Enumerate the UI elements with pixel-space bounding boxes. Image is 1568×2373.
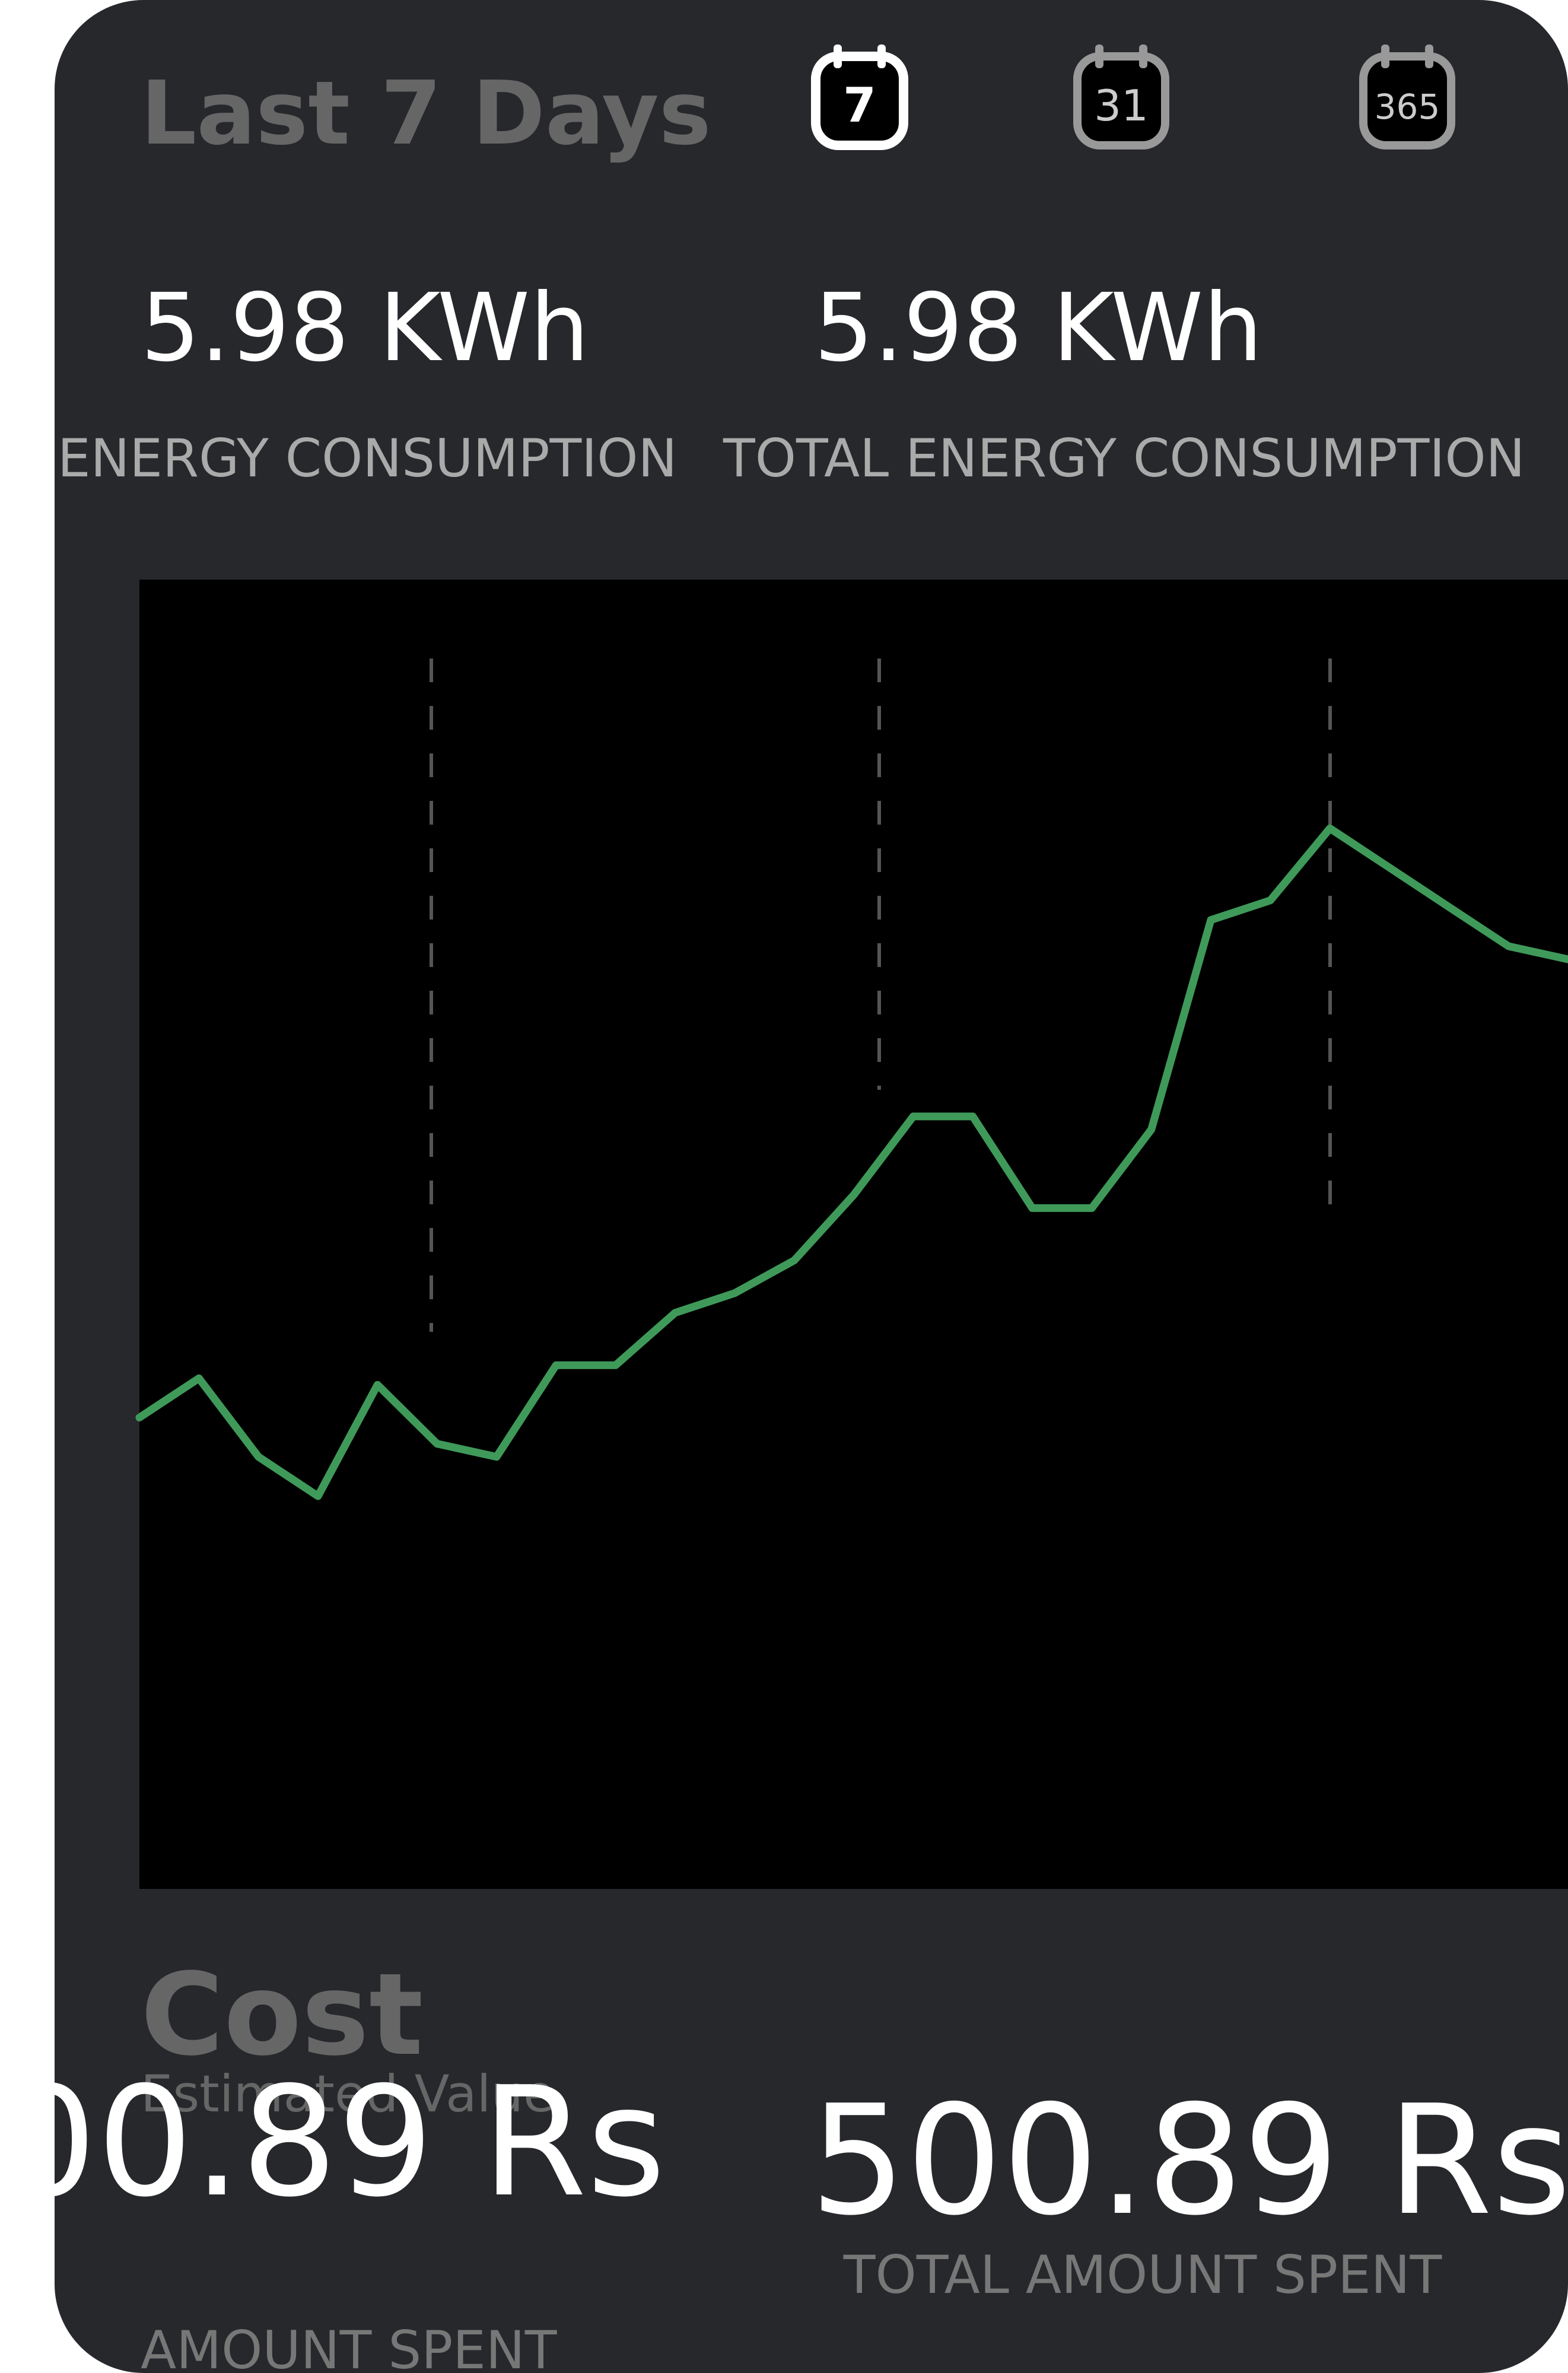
calendar-ring [834,44,842,68]
energy-total-label: TOTAL ENERGY CONSUMPTION [723,428,1525,489]
chart-area [139,580,1568,1889]
calendar-icon[interactable] [811,52,908,150]
calendar-ring [1381,44,1389,68]
cost-value: 500.89 Rs [0,2054,666,2231]
cost-label: AMOUNT SPENT [141,2320,558,2373]
usage-line [135,824,1568,1500]
energy-value: 5.98 KWh [141,273,589,383]
range-7[interactable]: 7 [811,44,908,150]
calendar-icon[interactable] [1073,52,1169,149]
cost-title: Cost [141,1949,423,2081]
calendar-icon[interactable] [1359,52,1455,149]
calendar-ring [1139,44,1147,68]
range-title: Last 7 Days [141,62,711,164]
cost-subtitle: Estimated Value [141,2065,555,2124]
cost-total-value: 500.89 Rs [810,2073,1568,2249]
range-31[interactable]: 31 [1073,44,1169,149]
range-label[interactable]: 31 [1094,81,1149,131]
calendar-ring [1095,44,1103,68]
energy-label: ENERGY CONSUMPTION [58,428,677,489]
cost-total-label: TOTAL AMOUNT SPENT [843,2244,1443,2305]
range-label[interactable]: 365 [1375,87,1440,127]
energy-total-value: 5.98 KWh [814,273,1262,383]
range-label[interactable]: 7 [843,78,876,133]
range-365[interactable]: 365 [1359,44,1455,149]
chart-series [135,824,1568,1500]
calendar-ring [1425,44,1433,68]
calendar-ring [877,44,886,68]
